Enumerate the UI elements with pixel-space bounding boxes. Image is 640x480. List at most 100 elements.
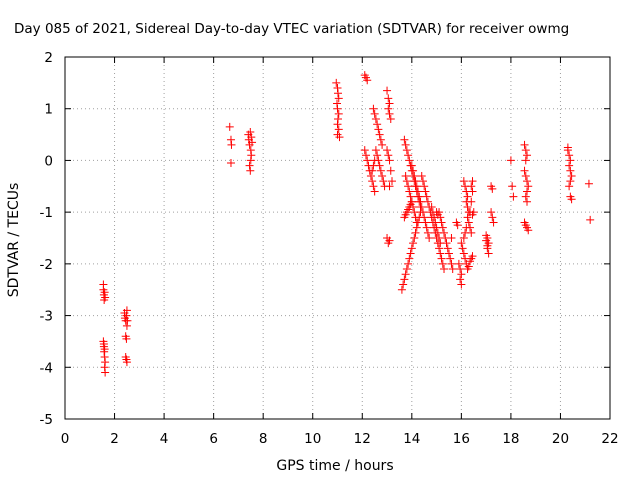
data-point — [369, 182, 378, 191]
data-point — [409, 166, 418, 175]
data-point — [246, 127, 255, 136]
data-point — [436, 213, 445, 222]
data-point — [414, 187, 423, 196]
data-point — [584, 179, 593, 188]
data-point — [438, 259, 447, 268]
data-point — [333, 120, 342, 129]
data-point — [246, 156, 255, 165]
data-point — [248, 138, 257, 147]
y-tick-label: -3 — [40, 309, 53, 325]
y-tick-label: -4 — [40, 360, 53, 376]
data-point — [468, 177, 477, 186]
data-point — [225, 122, 234, 131]
data-point — [122, 306, 131, 315]
data-point — [457, 270, 466, 279]
data-point — [521, 171, 530, 180]
data-point — [361, 151, 370, 160]
data-point — [454, 259, 463, 268]
data-point — [402, 146, 411, 155]
data-point — [123, 316, 132, 325]
data-point — [464, 262, 473, 271]
data-point — [488, 213, 497, 222]
data-point — [417, 171, 426, 180]
data-point — [420, 213, 429, 222]
data-point — [412, 182, 421, 191]
data-point — [101, 368, 110, 377]
data-point — [459, 234, 468, 242]
data-point — [366, 171, 375, 180]
data-point — [101, 293, 110, 302]
data-point — [521, 156, 530, 165]
data-point — [226, 159, 235, 168]
plot-frame — [64, 56, 611, 420]
data-point — [468, 187, 477, 196]
data-point — [405, 156, 414, 165]
data-point — [448, 265, 457, 274]
data-point — [524, 182, 533, 191]
data-point — [385, 182, 394, 191]
data-point — [384, 94, 393, 103]
data-point — [375, 161, 384, 170]
data-point — [406, 192, 415, 201]
data-point — [122, 358, 131, 367]
data-point — [334, 125, 343, 134]
data-point — [421, 187, 430, 196]
data-point — [436, 249, 445, 258]
data-point — [565, 161, 574, 170]
data-point — [100, 345, 109, 354]
data-point — [464, 218, 473, 227]
data-point — [368, 177, 377, 186]
data-point — [482, 236, 491, 245]
data-point — [484, 249, 493, 258]
data-point — [463, 192, 472, 201]
data-point — [489, 218, 498, 227]
data-point — [435, 244, 444, 253]
data-point — [409, 239, 418, 248]
data-point — [332, 78, 341, 87]
x-tick-labels: 0 2 4 6 8 10 12 14 16 18 20 22 — [61, 431, 619, 447]
data-point — [520, 140, 529, 149]
data-point — [427, 202, 436, 211]
x-tick-label: 18 — [502, 431, 519, 447]
data-point — [401, 140, 410, 149]
data-point — [368, 166, 377, 175]
data-point — [443, 244, 452, 253]
data-point — [405, 254, 414, 263]
data-point — [421, 218, 430, 227]
x-tick-label: 12 — [354, 431, 371, 447]
data-point — [469, 208, 478, 217]
data-point — [411, 177, 420, 186]
data-point — [447, 234, 456, 242]
data-point — [488, 184, 497, 193]
data-point — [524, 226, 533, 235]
data-point — [446, 254, 455, 263]
data-point — [384, 104, 393, 113]
data-point — [386, 115, 395, 124]
y-tick-label: 2 — [44, 50, 53, 66]
x-tick-label: 0 — [61, 431, 70, 447]
data-point — [563, 143, 572, 152]
y-tick-label: -2 — [40, 257, 53, 273]
data-point — [586, 215, 595, 224]
data-point — [400, 275, 409, 284]
data-point — [418, 208, 427, 217]
data-point — [407, 244, 416, 253]
data-points — [99, 71, 595, 377]
data-point — [373, 120, 382, 129]
data-point — [410, 234, 419, 242]
data-point — [373, 151, 382, 160]
data-point — [334, 109, 343, 118]
data-point — [401, 171, 410, 180]
data-point — [422, 223, 431, 232]
data-point — [437, 254, 446, 263]
data-point — [411, 213, 420, 222]
data-point — [410, 208, 419, 217]
x-tick-label: 10 — [304, 431, 321, 447]
data-point — [461, 228, 470, 237]
data-point — [374, 125, 383, 134]
data-point — [566, 156, 575, 165]
data-point — [374, 156, 383, 165]
data-point — [440, 228, 449, 237]
data-point — [407, 161, 416, 170]
data-point — [405, 187, 414, 196]
